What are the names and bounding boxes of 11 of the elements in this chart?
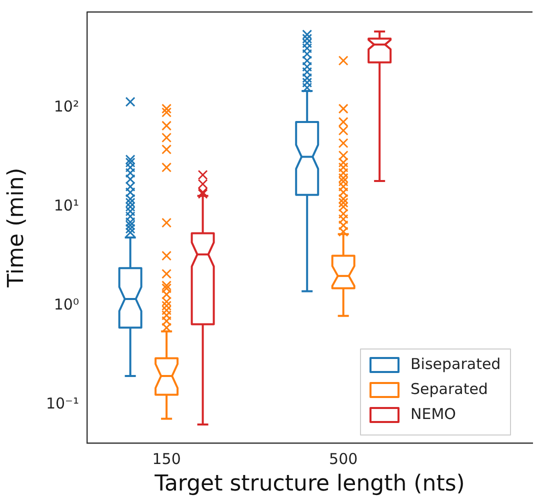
y-tick-label: 10¹ bbox=[54, 196, 79, 215]
legend-label: Separated bbox=[410, 380, 488, 398]
x-tick-label: 150 bbox=[152, 450, 181, 468]
y-tick-label: 10⁻¹ bbox=[46, 394, 79, 413]
y-tick-label: 10² bbox=[54, 98, 79, 116]
legend-label: Biseparated bbox=[410, 354, 501, 373]
y-tick-label: 10⁰ bbox=[54, 296, 79, 314]
x-tick-label: 500 bbox=[329, 450, 358, 468]
x-axis-title: Target structure length (nts) bbox=[154, 472, 465, 497]
y-axis-title: Time (min) bbox=[4, 168, 29, 288]
legend-label: NEMO bbox=[410, 404, 456, 423]
